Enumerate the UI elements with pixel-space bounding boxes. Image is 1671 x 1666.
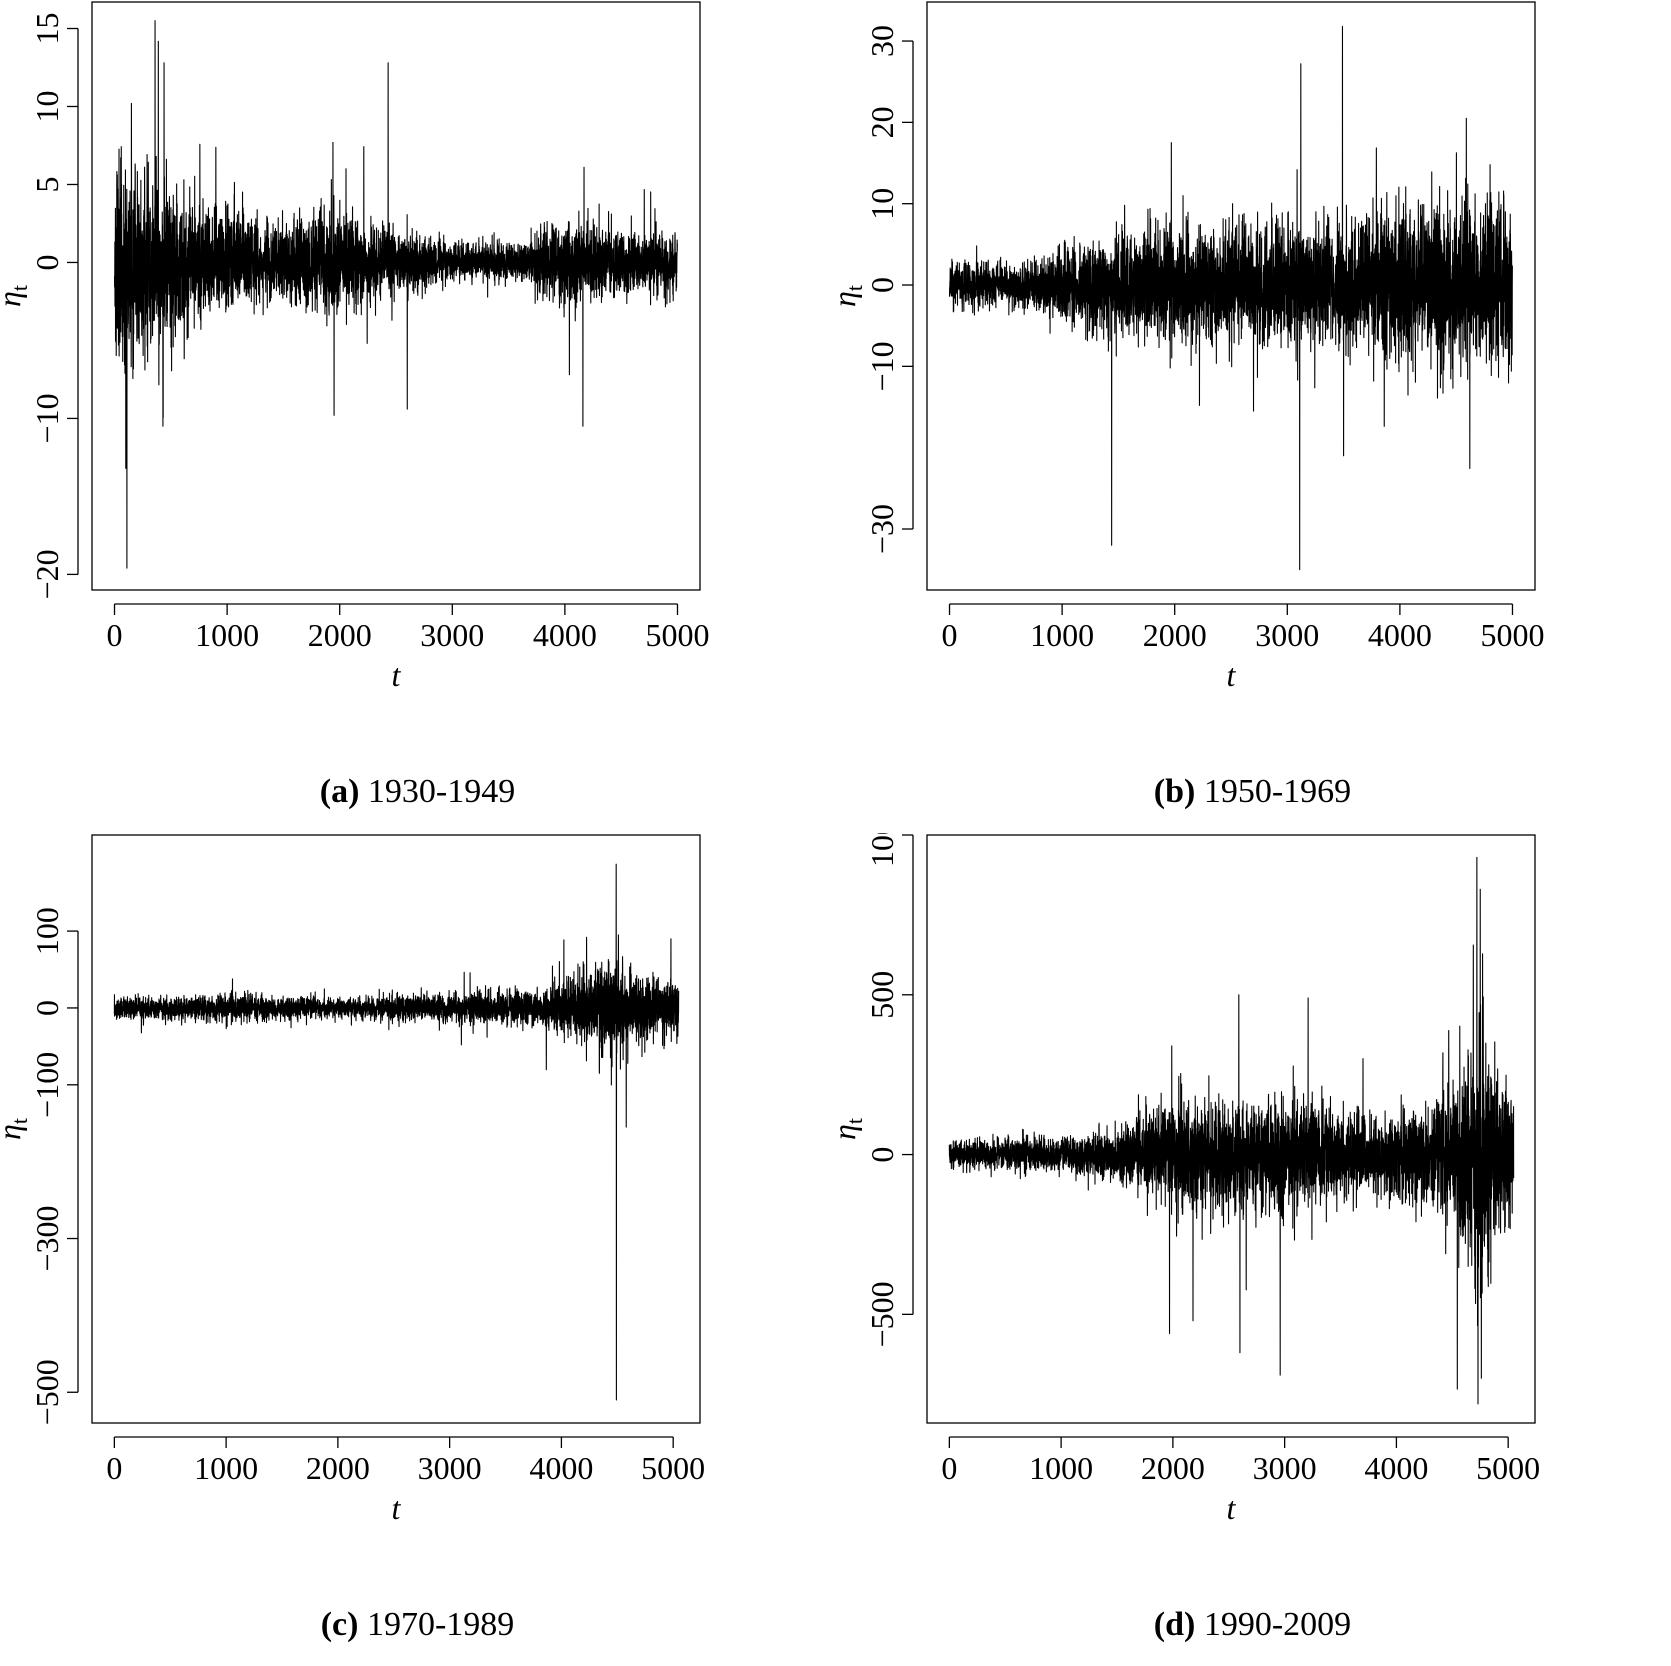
y-tick-label: −500 bbox=[864, 1281, 900, 1347]
x-tick-label: 3000 bbox=[420, 617, 484, 653]
caption-d: (d) 1990-2009 bbox=[835, 1606, 1670, 1644]
y-tick-label: 30 bbox=[864, 25, 900, 57]
x-tick-label: 3000 bbox=[1253, 1450, 1317, 1486]
y-axis-title-subscript: t bbox=[7, 1118, 32, 1124]
chart-svg-b: 0 1000 2000 3000 4000 5000 t 30 20 10 0 −10 −30 ηt bbox=[835, 1, 1544, 693]
y-tick-label: 1000 bbox=[864, 833, 900, 867]
x-tick-label: 4000 bbox=[1368, 617, 1432, 653]
caption-label: (d) bbox=[1153, 1606, 1196, 1643]
x-tick-label: 1000 bbox=[1030, 617, 1094, 653]
x-tick-label: 0 bbox=[942, 617, 958, 653]
x-tick-label: 0 bbox=[107, 617, 123, 653]
plot-frame bbox=[91, 1, 701, 591]
series-line bbox=[948, 25, 1513, 571]
x-tick-label: 2000 bbox=[1141, 1450, 1205, 1486]
y-axis-title-subscript: t bbox=[7, 285, 32, 291]
y-tick-label: 5 bbox=[29, 176, 65, 192]
chart-panel-c: 010002000300040005000t1000−100−300−500ηt… bbox=[0, 833, 835, 1666]
y-axis-title-subscript: t bbox=[842, 285, 867, 291]
x-tick-label: 3000 bbox=[1255, 617, 1319, 653]
x-tick-label: 1000 bbox=[194, 1450, 258, 1486]
y-tick-label: −500 bbox=[29, 1359, 65, 1425]
plot-frame bbox=[926, 834, 1536, 1424]
caption-label: (b) bbox=[1153, 773, 1196, 810]
y-axis-title: ηt bbox=[835, 1118, 867, 1140]
chart-panel-b: 0 1000 2000 3000 4000 5000 t 30 20 10 0 −10 −30 ηt (b… bbox=[835, 0, 1670, 833]
plot-frame bbox=[91, 834, 701, 1424]
y-tick-label: −10 bbox=[29, 393, 65, 443]
y-tick-label: −100 bbox=[29, 1052, 65, 1118]
series-line bbox=[948, 856, 1515, 1405]
x-tick-label: 2000 bbox=[308, 617, 372, 653]
y-axis-title: ηt bbox=[835, 285, 867, 307]
y-axis-title-subscript: t bbox=[842, 1118, 867, 1124]
caption-c: (c) 1970-1989 bbox=[0, 1606, 835, 1644]
x-tick-label: 5000 bbox=[645, 617, 709, 653]
chart-panel-a: 0 1000 2000 3000 4000 5000 t 15 10 5 0 −10 −20 ηt (a)… bbox=[0, 0, 835, 833]
y-tick-label: 0 bbox=[864, 1147, 900, 1163]
x-axis-title: t bbox=[392, 1490, 402, 1526]
y-tick-label: 500 bbox=[864, 971, 900, 1019]
x-tick-label: 2000 bbox=[1143, 617, 1207, 653]
y-tick-label: 0 bbox=[29, 254, 65, 270]
y-tick-label: 15 bbox=[29, 13, 65, 45]
x-axis-title: t bbox=[1227, 657, 1237, 693]
caption-text: 1990-2009 bbox=[1203, 1606, 1352, 1643]
caption-text: 1970-1989 bbox=[366, 1606, 515, 1643]
x-tick-label: 2000 bbox=[306, 1450, 370, 1486]
y-tick-label: −30 bbox=[864, 504, 900, 554]
caption-b: (b) 1950-1969 bbox=[835, 773, 1670, 811]
x-tick-label: 4000 bbox=[529, 1450, 593, 1486]
y-tick-label: 0 bbox=[864, 277, 900, 293]
x-tick-label: 1000 bbox=[1029, 1450, 1093, 1486]
x-tick-label: 5000 bbox=[641, 1450, 705, 1486]
y-tick-label: −10 bbox=[864, 341, 900, 391]
y-tick-label: 20 bbox=[864, 106, 900, 138]
y-tick-label: 0 bbox=[29, 1000, 65, 1016]
y-tick-label: 10 bbox=[864, 188, 900, 220]
y-tick-label: −20 bbox=[29, 549, 65, 599]
caption-text: 1930-1949 bbox=[367, 773, 516, 810]
series-line bbox=[113, 863, 680, 1401]
x-axis-title: t bbox=[392, 657, 402, 693]
caption-text: 1950-1969 bbox=[1203, 773, 1352, 810]
plot-frame bbox=[926, 1, 1536, 591]
x-tick-label: 5000 bbox=[1476, 1450, 1540, 1486]
x-tick-label: 1000 bbox=[195, 617, 259, 653]
x-tick-label: 4000 bbox=[533, 617, 597, 653]
x-tick-label: 5000 bbox=[1480, 617, 1544, 653]
x-axis-title: t bbox=[1227, 1490, 1237, 1526]
y-tick-label: 10 bbox=[29, 90, 65, 122]
series-line bbox=[113, 20, 678, 569]
y-axis-title: ηt bbox=[0, 285, 32, 307]
chart-svg-a: 0 1000 2000 3000 4000 5000 t 15 10 5 0 −10 −20 ηt bbox=[0, 1, 709, 693]
caption-a: (a) 1930-1949 bbox=[0, 773, 835, 811]
caption-label: (c) bbox=[320, 1606, 359, 1643]
x-tick-label: 0 bbox=[106, 1450, 122, 1486]
y-axis-title: ηt bbox=[0, 1118, 32, 1140]
x-tick-label: 3000 bbox=[418, 1450, 482, 1486]
caption-label: (a) bbox=[319, 773, 360, 810]
y-tick-label: −300 bbox=[29, 1206, 65, 1272]
x-tick-label: 0 bbox=[941, 1450, 957, 1486]
y-tick-label: 100 bbox=[29, 907, 65, 955]
x-tick-label: 4000 bbox=[1364, 1450, 1428, 1486]
